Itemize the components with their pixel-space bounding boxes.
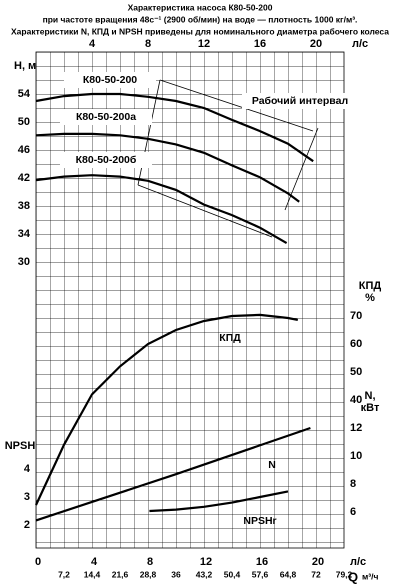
series-line <box>35 426 311 522</box>
y4-tick-label: 2 <box>24 519 30 531</box>
legend-label: N <box>268 459 276 471</box>
y4-axis-label: NPSH <box>5 440 36 452</box>
chart-note: Характеристики N, КПД и NPSH приведены д… <box>11 26 389 36</box>
legend-label: К80-50-200б <box>76 154 137 166</box>
x-tick-label: 12 <box>200 556 212 568</box>
y3-tick-label: 8 <box>350 478 356 490</box>
y-tick-label: 42 <box>18 172 30 184</box>
y-tick-label: 30 <box>18 256 30 268</box>
series-line <box>149 490 289 513</box>
x-tick-label: 8 <box>147 556 153 568</box>
x2-tick-label: 7,2 <box>58 569 70 579</box>
y2-axis-label: % <box>365 292 375 304</box>
series-line <box>35 92 314 163</box>
interval-line <box>159 79 314 132</box>
x-tick-label: 20 <box>310 38 322 50</box>
x2-axis-label: Q <box>348 569 358 584</box>
y3-tick-label: 10 <box>350 450 362 462</box>
legend-label: КПД <box>219 332 241 344</box>
y-tick-label: 34 <box>18 228 31 240</box>
interval-line <box>137 184 273 238</box>
x2-tick-label: 43,2 <box>196 569 213 579</box>
x-tick-label: 20 <box>312 556 324 568</box>
label-bg <box>64 72 156 88</box>
x2-tick-label: 72 <box>311 569 321 579</box>
y4-tick-label: 3 <box>24 491 30 503</box>
x-tick-label: 4 <box>91 556 98 568</box>
y-tick-label: 54 <box>18 88 31 100</box>
y2-tick-label: 50 <box>350 366 362 378</box>
y-axis-label: H, м <box>14 60 36 72</box>
x2-tick-label: 57,6 <box>252 569 269 579</box>
annotation: Рабочий интервал <box>252 95 348 107</box>
series-line <box>35 313 299 506</box>
y4-tick-label: 4 <box>24 463 31 475</box>
x2-tick-label: 50,4 <box>224 569 241 579</box>
label-bg <box>242 93 358 109</box>
x-tick-label: 0 <box>35 556 41 568</box>
legend-label: К80-50-200 <box>83 74 137 86</box>
x2-tick-label: 28,8 <box>140 569 157 579</box>
series-line <box>35 132 300 203</box>
y3-axis-label: кВт <box>361 402 380 414</box>
x2-tick-label: 36 <box>171 569 181 579</box>
label-bg <box>60 152 152 168</box>
series-line <box>35 174 288 245</box>
y3-axis-label: N, <box>365 390 376 402</box>
x-tick-label: 4 <box>89 38 96 50</box>
x-tick-label: 16 <box>254 38 266 50</box>
chart-title: Характеристика насоса К80-50-200 <box>128 2 273 12</box>
label-bg <box>60 109 152 125</box>
y3-tick-label: 6 <box>350 506 356 518</box>
x2-tick-label: 21,6 <box>112 569 129 579</box>
x-tick-label: 8 <box>145 38 151 50</box>
y3-tick-label: 12 <box>350 422 362 434</box>
y2-tick-label: 40 <box>350 394 362 406</box>
x-axis-label: л/с <box>352 38 368 50</box>
x-tick-label: 12 <box>198 38 210 50</box>
x2-axis-unit: м³/ч <box>362 571 378 581</box>
chart-subtitle: при частоте вращения 48с⁻¹ (2900 об/мин)… <box>43 14 358 24</box>
legend-label: NPSHr <box>243 515 276 527</box>
x2-tick-label: 64,8 <box>280 569 297 579</box>
y2-tick-label: 70 <box>350 310 362 322</box>
y-tick-label: 50 <box>18 116 30 128</box>
x2-tick-label: 79,2 <box>336 569 353 579</box>
y-tick-label: 46 <box>18 144 30 156</box>
y2-axis-label: КПД <box>359 280 382 292</box>
legend-label: К80-50-200а <box>76 111 136 123</box>
x-tick-label: 16 <box>256 556 268 568</box>
x-axis-label: л/с <box>350 556 366 568</box>
x2-tick-label: 14,4 <box>84 569 101 579</box>
y-tick-label: 38 <box>18 200 30 212</box>
y2-tick-label: 60 <box>350 338 362 350</box>
grid <box>35 51 345 549</box>
